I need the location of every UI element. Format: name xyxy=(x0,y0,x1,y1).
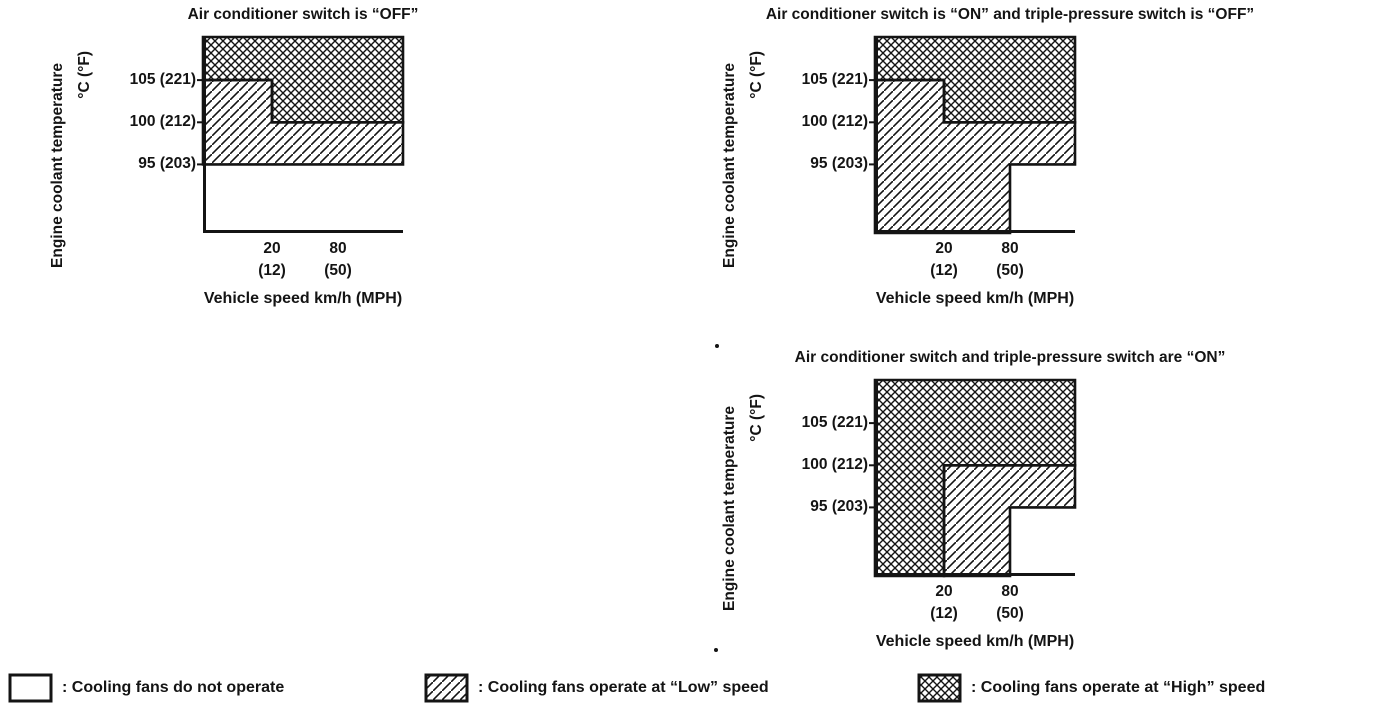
legend-swatch-none xyxy=(8,673,53,703)
x-tick-mph: (50) xyxy=(996,605,1024,622)
x-tick-mph: (12) xyxy=(930,605,958,622)
x-tick-label-20: 20 (12) xyxy=(912,581,976,624)
scan-speck xyxy=(714,648,718,652)
x-tick-label-80: 80 (50) xyxy=(978,581,1042,624)
chart-ac-off: Air conditioner switch is “OFF” Engine c… xyxy=(0,0,540,318)
y-tick-label-95: 95 (203) xyxy=(810,498,868,515)
x-tick-label-20: 20 (12) xyxy=(240,238,304,281)
x-axis-label: Vehicle speed km/h (MPH) xyxy=(875,290,1075,307)
x-axis-label: Vehicle speed km/h (MPH) xyxy=(875,633,1075,650)
y-tick-label-100: 100 (212) xyxy=(801,456,868,473)
y-tick-label-105: 105 (221) xyxy=(801,71,868,88)
x-tick-kmh: 20 xyxy=(263,240,281,257)
x-tick-kmh: 80 xyxy=(329,240,347,257)
legend-label: : Cooling fans do not operate xyxy=(62,679,285,696)
chart-title: Air conditioner switch and triple-pressu… xyxy=(794,349,1226,366)
chart-ac-on-triple-on: Air conditioner switch and triple-pressu… xyxy=(672,343,1392,661)
axis-lines xyxy=(875,37,1075,233)
y-axis-title: Engine coolant temperature xyxy=(718,380,742,636)
legend-swatch-rect xyxy=(424,673,469,703)
y-axis-title: Engine coolant temperature xyxy=(718,37,742,293)
plot-area xyxy=(197,35,405,233)
region-fans-low xyxy=(942,464,1077,578)
plot-area xyxy=(869,378,1077,578)
y-tick-label-95: 95 (203) xyxy=(810,155,868,172)
legend-label: : Cooling fans operate at “Low” speed xyxy=(478,679,769,696)
y-tick-label-105: 105 (221) xyxy=(801,414,868,431)
legend-swatch-crosshatch xyxy=(917,673,962,703)
y-tick-label-95: 95 (203) xyxy=(138,155,196,172)
x-tick-label-80: 80 (50) xyxy=(978,238,1042,281)
x-tick-mph: (12) xyxy=(930,262,958,279)
y-axis-title: Engine coolant temperature xyxy=(46,37,70,293)
legend-item-fans-high-speed: : Cooling fans operate at “High” speed xyxy=(917,673,1265,703)
x-tick-mph: (12) xyxy=(258,262,286,279)
x-tick-kmh: 80 xyxy=(1001,240,1019,257)
y-tick-label-100: 100 (212) xyxy=(129,113,196,130)
x-tick-mph: (50) xyxy=(324,262,352,279)
x-tick-kmh: 20 xyxy=(935,240,953,257)
legend-swatch-rect xyxy=(8,673,53,703)
legend-item-fans-low-speed: : Cooling fans operate at “Low” speed xyxy=(424,673,769,703)
legend-item-fans-do-not-operate: : Cooling fans do not operate xyxy=(8,673,284,703)
y-axis-title-text: Engine coolant temperature xyxy=(49,62,66,268)
x-axis-label: Vehicle speed km/h (MPH) xyxy=(203,290,403,307)
y-axis-title-text: Engine coolant temperature xyxy=(721,62,738,268)
x-tick-label-20: 20 (12) xyxy=(912,238,976,281)
x-tick-kmh: 20 xyxy=(935,583,953,600)
legend: : Cooling fans do not operate : Cooling … xyxy=(0,673,1392,707)
chart-ac-on-triple-off: Air conditioner switch is “ON” and tripl… xyxy=(672,0,1392,318)
axis-lines xyxy=(875,380,1075,576)
scan-speck xyxy=(715,344,719,348)
legend-swatch-diagonal-hatch xyxy=(424,673,469,703)
axis-lines xyxy=(203,37,403,233)
x-tick-kmh: 80 xyxy=(1001,583,1019,600)
y-tick-label-100: 100 (212) xyxy=(801,113,868,130)
y-tick-label-105: 105 (221) xyxy=(129,71,196,88)
plot-area xyxy=(869,35,1077,235)
chart-title: Air conditioner switch is “OFF” xyxy=(187,6,419,23)
y-axis-title-text: Engine coolant temperature xyxy=(721,405,738,611)
legend-label: : Cooling fans operate at “High” speed xyxy=(971,679,1266,696)
x-tick-mph: (50) xyxy=(996,262,1024,279)
legend-swatch-rect xyxy=(917,673,962,703)
chart-title: Air conditioner switch is “ON” and tripl… xyxy=(765,6,1255,23)
x-tick-label-80: 80 (50) xyxy=(306,238,370,281)
